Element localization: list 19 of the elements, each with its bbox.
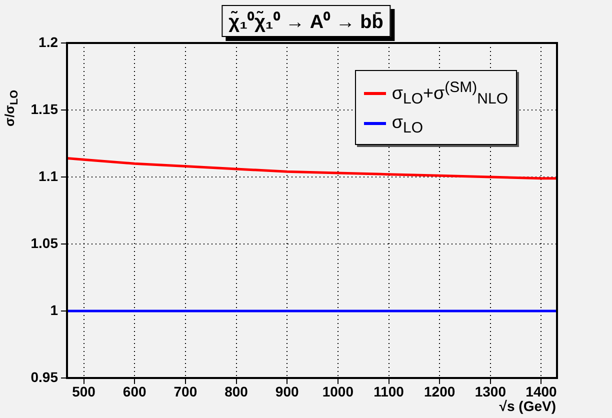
x-tick-label: 600 (122, 383, 146, 400)
y-tick-label: 1 (50, 302, 58, 318)
y-tick-label: 1.2 (38, 34, 58, 50)
x-tick-label: 800 (224, 383, 248, 400)
x-tick-label: 1200 (424, 383, 456, 400)
legend-label: σ$_{LO}$ (392, 112, 424, 136)
x-tick-label: 1000 (322, 383, 354, 400)
y-tick-label: 0.95 (30, 368, 58, 385)
x-tick-label: 1400 (526, 383, 558, 400)
y-tick-label: 1.15 (30, 100, 58, 117)
x-axis-title: √s (GeV) (499, 398, 556, 414)
y-tick-label: 1.1 (38, 168, 58, 184)
chart-title: χ̃₁⁰χ̃₁⁰ → A⁰ → bb̄ (222, 5, 390, 37)
x-tick-label: 1100 (374, 383, 404, 400)
x-tick-label: 700 (174, 383, 198, 400)
x-tick-label: 1300 (474, 383, 506, 400)
x-tick-label: 500 (72, 383, 96, 400)
x-tick-label: 900 (275, 383, 299, 400)
y-tick-label: 1.05 (30, 234, 58, 251)
